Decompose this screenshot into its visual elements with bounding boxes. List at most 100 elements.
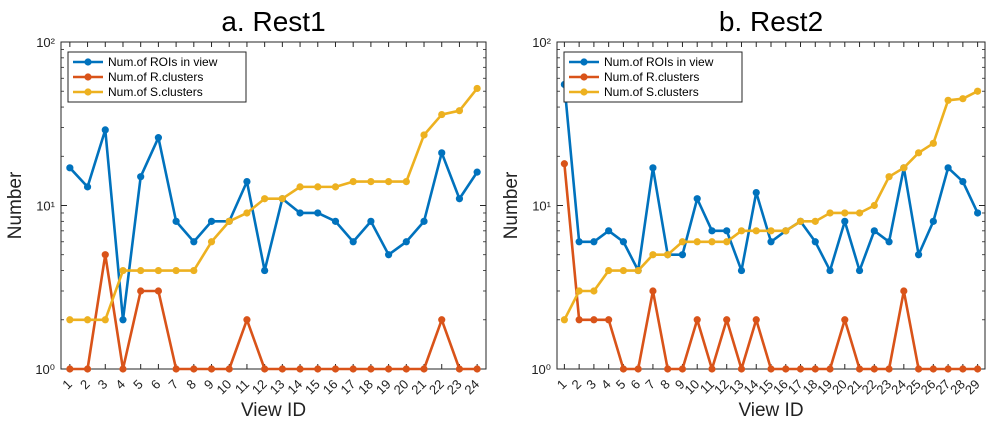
data-point bbox=[278, 195, 286, 203]
data-point bbox=[811, 365, 819, 373]
y-tick-label: 10⁰ bbox=[531, 362, 551, 377]
data-point bbox=[649, 287, 657, 295]
data-point bbox=[225, 217, 233, 225]
data-point bbox=[349, 365, 357, 373]
legend-swatch-marker bbox=[84, 58, 92, 66]
data-point bbox=[841, 316, 849, 324]
legend-entry-label: Num.of S.clusters bbox=[108, 85, 203, 99]
x-tick-label: 4 bbox=[112, 377, 128, 393]
data-point bbox=[172, 266, 180, 275]
data-point bbox=[649, 164, 657, 172]
x-tick-label: 4 bbox=[598, 377, 614, 393]
y-tick-label: 10² bbox=[532, 35, 551, 50]
data-point bbox=[590, 316, 598, 324]
data-point bbox=[367, 217, 375, 225]
data-point bbox=[225, 365, 233, 373]
data-point bbox=[575, 316, 583, 324]
data-point bbox=[900, 287, 908, 295]
x-tick-label: 6 bbox=[148, 377, 164, 393]
data-point bbox=[66, 164, 74, 172]
data-point bbox=[190, 266, 198, 275]
data-point bbox=[560, 316, 568, 324]
data-point bbox=[154, 287, 162, 295]
x-axis-title: View ID bbox=[738, 400, 803, 421]
data-point bbox=[634, 365, 642, 373]
data-point bbox=[708, 238, 716, 246]
data-point bbox=[723, 316, 731, 324]
data-point bbox=[590, 238, 598, 246]
data-point bbox=[678, 251, 687, 259]
data-point bbox=[66, 365, 74, 373]
x-axis-title: View ID bbox=[241, 400, 306, 421]
data-point bbox=[243, 209, 251, 217]
x-tick-label: 3 bbox=[95, 377, 111, 393]
data-point bbox=[619, 266, 628, 275]
series-line bbox=[68, 128, 479, 322]
data-point bbox=[959, 178, 967, 186]
data-point bbox=[278, 365, 286, 373]
legend-swatch-marker bbox=[580, 58, 588, 66]
data-point bbox=[678, 238, 687, 246]
legend-swatch-marker bbox=[580, 88, 588, 96]
data-point bbox=[154, 134, 162, 142]
data-point bbox=[929, 365, 937, 373]
data-point bbox=[767, 238, 775, 246]
data-point bbox=[314, 209, 322, 217]
data-point bbox=[385, 365, 393, 373]
series-3 bbox=[66, 84, 481, 324]
data-point bbox=[752, 227, 760, 235]
data-point bbox=[83, 316, 92, 324]
data-point bbox=[826, 266, 834, 275]
data-point bbox=[929, 217, 937, 225]
data-point bbox=[678, 365, 687, 373]
data-point bbox=[420, 365, 428, 373]
data-point bbox=[296, 183, 304, 191]
data-point bbox=[752, 188, 760, 197]
data-point bbox=[914, 149, 923, 157]
data-point bbox=[455, 195, 464, 203]
data-point bbox=[974, 87, 982, 95]
data-point bbox=[261, 266, 269, 275]
data-point bbox=[137, 173, 145, 181]
data-point bbox=[101, 126, 109, 134]
data-point bbox=[959, 365, 967, 373]
legend-entry-label: Num.of S.clusters bbox=[604, 85, 699, 99]
data-point bbox=[367, 178, 375, 186]
data-point bbox=[119, 365, 127, 373]
data-point bbox=[296, 209, 304, 217]
data-point bbox=[870, 365, 878, 373]
legend-swatch-marker bbox=[84, 88, 92, 96]
chart-title: a. Rest1 bbox=[221, 6, 325, 37]
data-point bbox=[870, 227, 878, 235]
data-point bbox=[137, 287, 145, 295]
data-point bbox=[605, 316, 613, 324]
data-point bbox=[693, 316, 701, 324]
data-point bbox=[455, 107, 464, 115]
data-point bbox=[207, 217, 216, 225]
legend-entry-label: Num.of ROIs in view bbox=[604, 55, 714, 69]
x-tick-label: 2 bbox=[77, 377, 93, 393]
data-point bbox=[190, 238, 198, 246]
data-point bbox=[619, 365, 628, 373]
data-point bbox=[438, 110, 446, 119]
data-point bbox=[959, 95, 967, 103]
data-point bbox=[331, 217, 340, 225]
x-tick-label: 5 bbox=[613, 377, 629, 393]
legend-swatch-marker bbox=[84, 73, 92, 81]
x-tick-label: 29 bbox=[962, 377, 983, 398]
legend-entry-label: Num.of R.clusters bbox=[108, 70, 203, 84]
data-point bbox=[767, 227, 775, 235]
data-point bbox=[855, 266, 864, 275]
x-tick-label: 7 bbox=[642, 377, 658, 393]
data-point bbox=[974, 365, 982, 373]
data-point bbox=[172, 365, 180, 373]
data-point bbox=[737, 227, 746, 235]
y-axis-title: Number bbox=[501, 171, 522, 239]
data-point bbox=[473, 365, 481, 373]
series-2 bbox=[66, 251, 481, 373]
data-point bbox=[723, 238, 731, 246]
data-point bbox=[664, 365, 672, 373]
series-line bbox=[69, 87, 479, 322]
